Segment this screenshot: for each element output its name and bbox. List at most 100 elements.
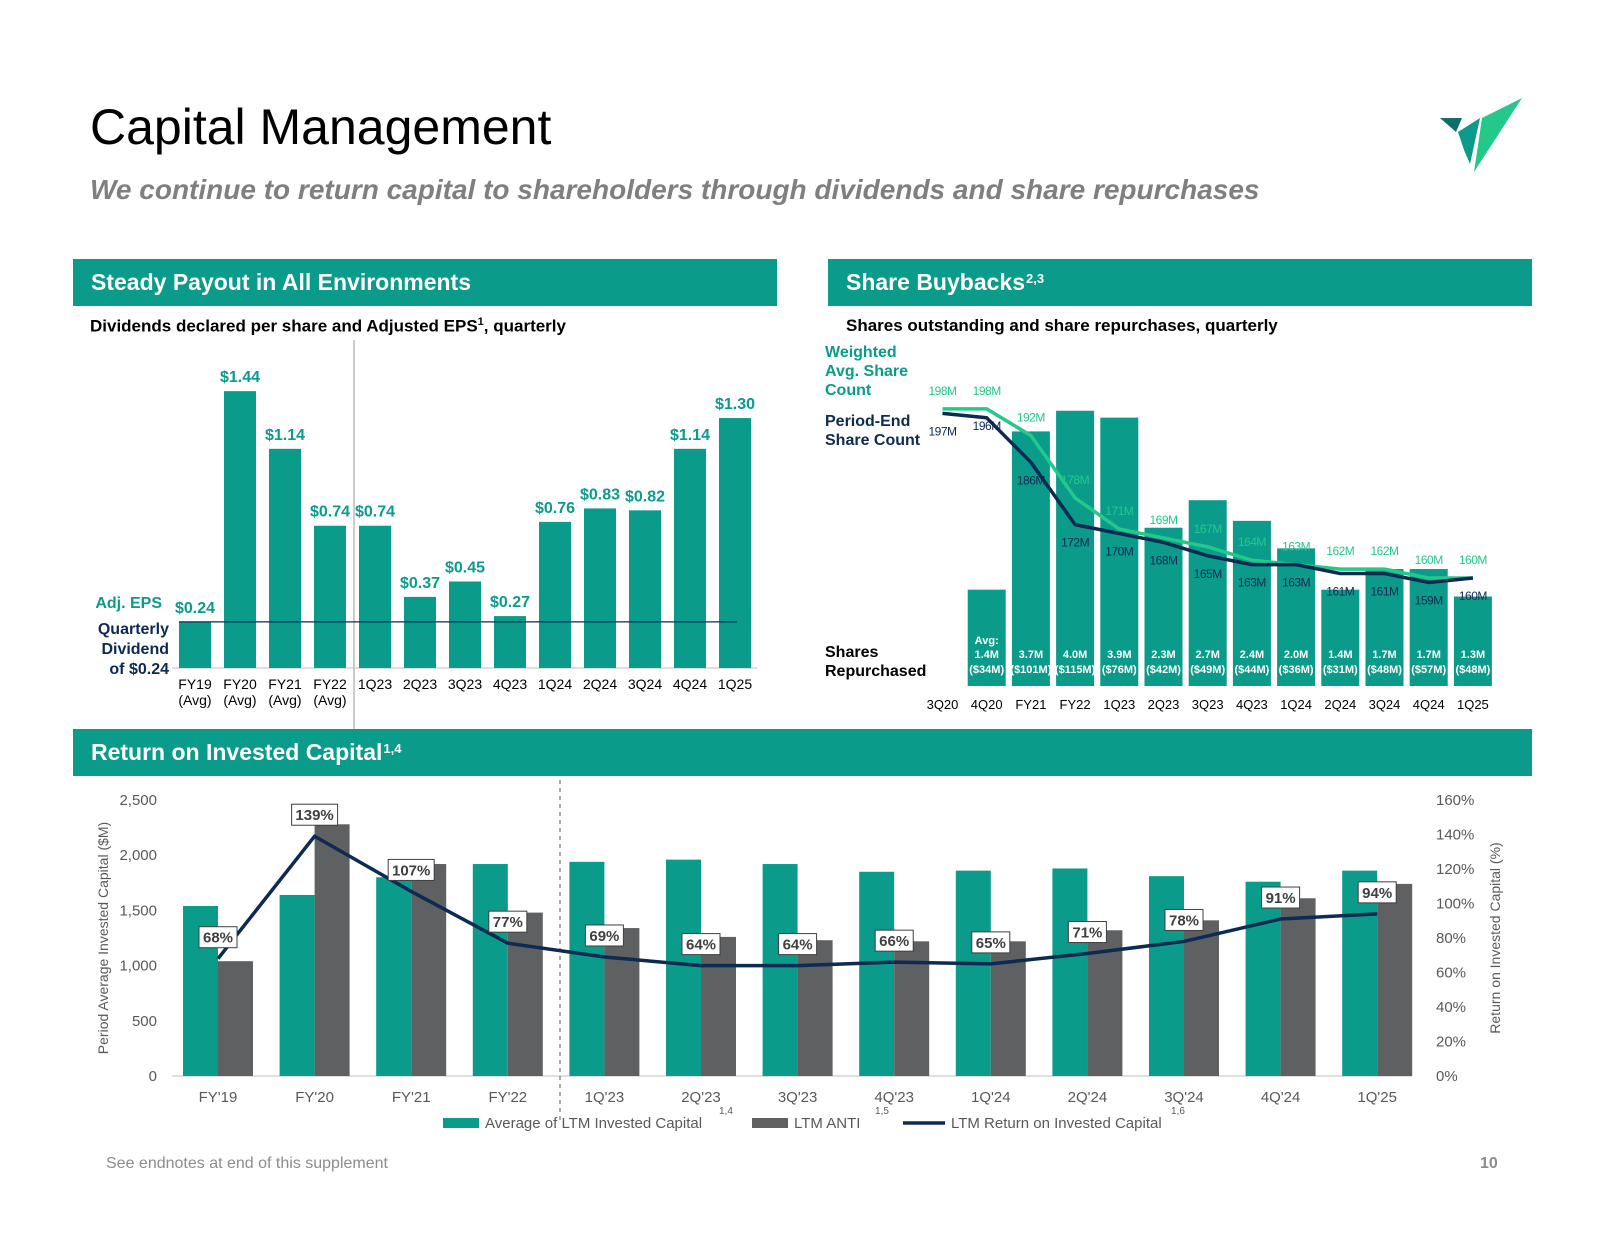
repurchase-dollar-label: ($31M) (1323, 664, 1358, 676)
ltm-anti-bar (797, 940, 833, 1076)
weighted-avg-label: 171M (1105, 504, 1134, 518)
repurchase-shares-label: 1.4M (974, 649, 998, 661)
dividend-subtitle-sup: 1 (477, 316, 484, 328)
category-label: 1Q'24 (971, 1089, 1011, 1106)
ltm-anti-bar (314, 824, 350, 1076)
roic-label-box (1261, 886, 1301, 909)
period-end-label: 163M (1282, 576, 1311, 590)
repurchase-bar (1232, 520, 1271, 686)
category-label: FY'22 (488, 1089, 527, 1106)
category-label: (Avg) (178, 692, 211, 708)
legend-quarterly-dividend: Dividend (101, 641, 169, 658)
y2-axis-title: Return on Invested Capital (%) (1487, 842, 1503, 1033)
category-label: 3Q20 (927, 697, 959, 712)
ltm-anti-bar (701, 936, 736, 1076)
legend-quarterly-dividend: Quarterly (98, 621, 169, 638)
period-end-label: 172M (1061, 536, 1090, 550)
eps-bar (269, 448, 301, 668)
logo-right-stroke (1474, 98, 1522, 172)
category-label: FY22 (313, 676, 347, 692)
repurchase-dollar-label: ($48M) (1455, 664, 1490, 676)
weighted-avg-label: 198M (928, 384, 957, 398)
legend-weighted-avg: Count (825, 382, 872, 399)
category-label: 1Q23 (1103, 697, 1135, 712)
y-tick-label: 2,000 (119, 847, 157, 864)
invested-capital-bar (762, 864, 798, 1076)
weighted-avg-label: 162M (1326, 544, 1355, 558)
legend-quarterly-dividend: of $0.24 (109, 661, 169, 678)
eps-bar (224, 391, 256, 668)
repurchase-bar (1144, 527, 1183, 686)
y-tick-label: 1,000 (119, 958, 157, 975)
roic-data-label: 94% (1362, 885, 1392, 902)
repurchase-shares-label: 1.7M (1416, 649, 1440, 661)
roic-line (216, 834, 1378, 968)
buyback-banner: Share Buybacks 2,3 (828, 259, 1532, 306)
roic-label-box (387, 858, 435, 881)
category-label: 4Q24 (1413, 697, 1445, 712)
buyback-banner-sup: 2,3 (1025, 271, 1045, 286)
category-label: 1Q23 (358, 676, 392, 692)
repurchase-shares-label: 2.0M (1284, 649, 1308, 661)
category-label: (Avg) (313, 692, 346, 708)
category-label: FY21 (1015, 697, 1046, 712)
repurchase-shares-label: 2.3M (1151, 649, 1175, 661)
repurchase-shares-label: 2.4M (1240, 649, 1264, 661)
roic-data-label: 107% (392, 862, 430, 879)
period-end-label: 161M (1326, 585, 1355, 599)
category-label: 3Q24 (1369, 697, 1401, 712)
y2-tick-label: 80% (1436, 930, 1466, 947)
weighted-avg-label: 163M (1282, 540, 1311, 554)
repurchase-dollar-label: ($36M) (1279, 664, 1314, 676)
category-label: 4Q'24 (1261, 1089, 1301, 1106)
category-label: 4Q24 (673, 676, 707, 692)
ltm-anti-bar (1184, 920, 1219, 1076)
roic-label-box (971, 931, 1011, 954)
period-end-label: 160M (1459, 589, 1488, 603)
roic-label-box (778, 933, 818, 956)
repurchase-bar (1453, 596, 1492, 686)
category-label: 4Q'23 (874, 1089, 914, 1106)
weighted-avg-label: 178M (1061, 473, 1090, 487)
category-label: 2Q23 (403, 676, 437, 692)
repurchase-dollar-label: ($42M) (1146, 664, 1181, 676)
dividend-chart: $0.24FY19(Avg)$1.44FY20(Avg)$1.14FY21(Av… (95, 340, 757, 730)
legend-invested-capital-swatch (443, 1118, 479, 1128)
invested-capital-bar (569, 861, 605, 1076)
invested-capital-bar (376, 877, 412, 1076)
legend-shares-repurchased: Shares (825, 644, 878, 661)
legend-roic: LTM Return on Invested Capital (951, 1115, 1162, 1132)
period-end-label: 186M (1017, 473, 1046, 487)
eps-data-label: $0.74 (310, 504, 350, 521)
eps-data-label: $1.44 (220, 369, 260, 386)
dividend-chart-subtitle: Dividends declared per share and Adjuste… (90, 316, 566, 337)
eps-bar (449, 581, 481, 668)
eps-bar (359, 525, 391, 668)
eps-bar (629, 510, 661, 668)
weighted-avg-label: 198M (973, 384, 1002, 398)
weighted-avg-label: 164M (1238, 535, 1267, 549)
roic-data-label: 66% (879, 933, 909, 950)
legend-ltm-anti: LTM ANTI (794, 1115, 860, 1132)
roic-data-label: 64% (783, 937, 813, 954)
category-label: 3Q'23 (778, 1089, 818, 1106)
eps-data-label: $0.76 (535, 500, 575, 517)
repurchase-shares-label: 1.4M (1328, 649, 1352, 661)
eps-bar (494, 616, 526, 668)
roic-data-label: 71% (1072, 925, 1102, 942)
roic-data-label: 64% (686, 937, 716, 954)
repurchase-bar (1188, 500, 1227, 686)
period-end-label: 161M (1370, 585, 1399, 599)
dividend-subtitle-text: Dividends declared per share and Adjuste… (90, 316, 478, 336)
roic-label-box (198, 926, 238, 949)
eps-bar (539, 521, 571, 668)
roic-data-label: 65% (976, 935, 1006, 952)
invested-capital-bar (1342, 870, 1378, 1076)
y2-tick-label: 100% (1436, 896, 1474, 913)
legend-period-end: Share Count (825, 432, 921, 449)
page-subtitle: We continue to return capital to shareho… (90, 174, 1260, 205)
category-label: 2Q'24 (1068, 1089, 1108, 1106)
invested-capital-bar (666, 859, 701, 1076)
legend-ltm-anti-sup: 1,5 (875, 1106, 889, 1117)
y2-tick-label: 140% (1436, 827, 1474, 844)
